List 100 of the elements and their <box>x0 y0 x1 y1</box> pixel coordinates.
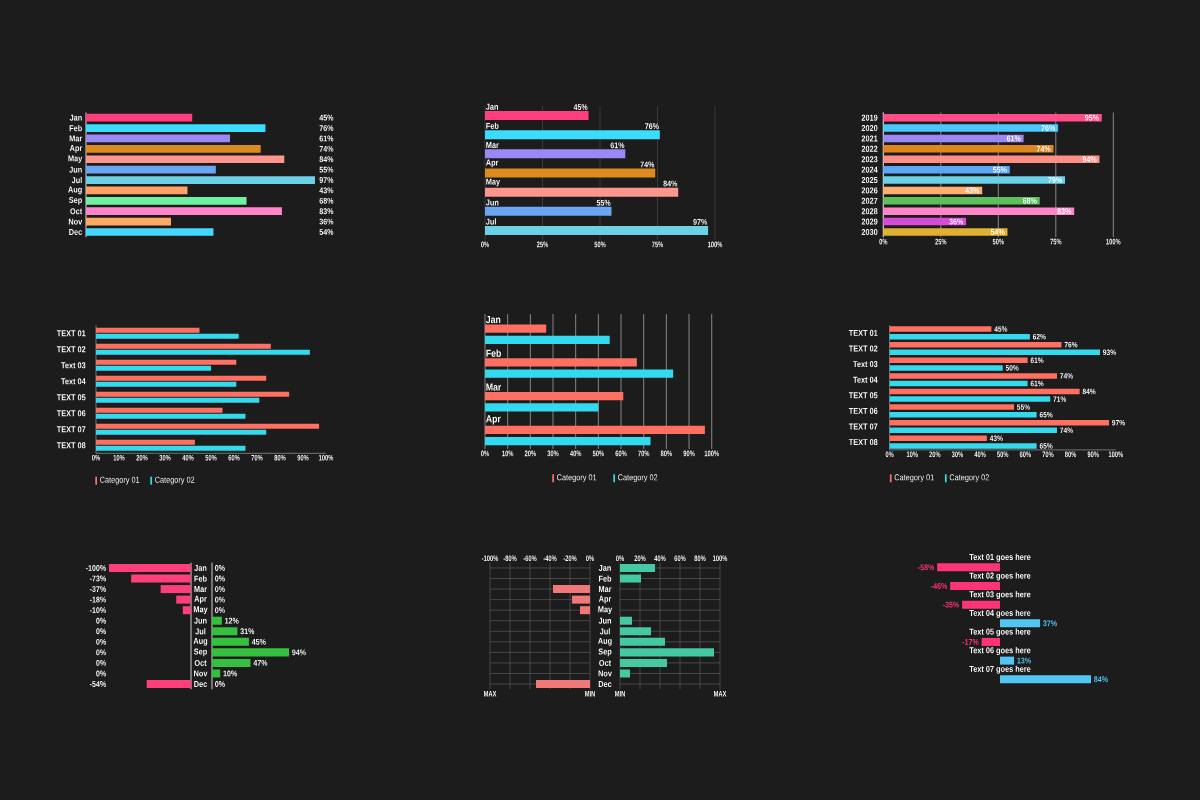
bar <box>889 411 1037 418</box>
bar <box>485 437 651 446</box>
bar <box>889 326 992 332</box>
data-label: 0% <box>215 565 225 571</box>
data-label: -35% <box>942 601 960 608</box>
x-tick-label: 75% <box>1050 238 1062 245</box>
bar <box>889 419 1110 426</box>
bar <box>212 648 290 657</box>
data-label: 84% <box>319 156 334 163</box>
bar <box>883 197 1040 205</box>
x-tick-label: 30% <box>547 450 559 457</box>
y-tick-label: TEXT 08 <box>56 442 86 449</box>
x-tick-label: 20% <box>524 450 536 457</box>
bar <box>86 196 247 205</box>
bar <box>883 145 1054 153</box>
x-tick-label: 100% <box>704 450 719 457</box>
x-tick-label: 100% <box>1106 238 1121 245</box>
text: MAX <box>483 690 497 697</box>
bar <box>889 435 987 442</box>
bar <box>620 648 714 657</box>
data-label: -17% <box>962 639 979 645</box>
bar <box>485 425 705 434</box>
y-tick-label: Text 06 goes here <box>969 647 1031 656</box>
bar <box>889 357 1028 364</box>
bar <box>485 369 674 378</box>
x-tick-label: -40% <box>543 555 557 562</box>
data-label: 43% <box>319 187 334 194</box>
bar <box>212 669 221 678</box>
y-tick-label: Text 03 <box>853 361 878 368</box>
x-tick-label: 80% <box>274 454 286 461</box>
bar <box>485 225 709 235</box>
x-tick-label: 0% <box>481 450 489 457</box>
data-label: 0% <box>215 607 225 614</box>
data-label: 37% <box>1043 620 1057 627</box>
y-tick-label: Mar <box>486 142 499 149</box>
bar <box>889 380 1028 387</box>
y-tick-label: Text 01 goes here <box>969 553 1031 562</box>
x-tick-label: 80% <box>660 450 672 457</box>
data-label: 45% <box>319 114 334 121</box>
y-tick-label: Jun <box>69 166 82 173</box>
data-label: 43% <box>965 187 980 194</box>
bar <box>96 413 246 419</box>
data-label: 76% <box>319 125 334 132</box>
bar <box>96 423 320 429</box>
data-label: 13% <box>1017 657 1031 664</box>
y-tick-label: Mar <box>194 586 207 593</box>
y-tick-label: Dec <box>194 681 208 687</box>
y-tick-label: Feb <box>69 124 82 132</box>
y-tick-label: Oct <box>599 659 612 666</box>
bar <box>96 333 239 339</box>
bar <box>86 176 315 184</box>
y-tick-label: Feb <box>486 349 501 357</box>
legend-label: Category 01 <box>894 474 934 483</box>
y-tick-label: TEXT 06 <box>56 410 86 417</box>
x-tick-label: 80% <box>1064 451 1077 458</box>
bar <box>485 187 679 197</box>
bar <box>883 176 1066 184</box>
x-tick-label: 10% <box>502 450 514 457</box>
legend-label: Category 01 <box>557 474 597 483</box>
y-tick-label: Sep <box>68 196 82 205</box>
y-tick-label: TEXT 02 <box>848 345 878 352</box>
bar <box>485 358 637 367</box>
bar <box>883 155 1100 164</box>
data-label: 0% <box>215 596 225 603</box>
bar <box>485 335 610 345</box>
y-tick-label: Text 04 <box>61 378 86 385</box>
bar <box>620 563 656 572</box>
x-tick-label: 0% <box>879 238 888 245</box>
y-tick-label: 2029 <box>861 218 878 225</box>
y-tick-label: TEXT 05 <box>848 392 878 399</box>
x-tick-label: -20% <box>563 555 577 562</box>
y-tick-label: Mar <box>598 586 612 593</box>
bar <box>96 327 200 333</box>
bar <box>620 627 651 636</box>
bar <box>620 658 668 667</box>
bar <box>889 427 1057 434</box>
bar <box>1000 675 1092 684</box>
data-label: 97% <box>319 177 334 183</box>
y-tick-label: Nov <box>194 670 208 677</box>
y-tick-label: TEXT 06 <box>848 407 878 414</box>
x-tick-label: 60% <box>228 454 240 461</box>
y-tick-label: Apr <box>486 415 501 425</box>
y-tick-label: Apr <box>194 595 207 604</box>
x-tick-label: 50% <box>992 238 1004 245</box>
bar <box>96 349 310 355</box>
data-label: 31% <box>240 628 255 635</box>
y-tick-label: May <box>193 606 208 614</box>
y-tick-label: Sep <box>193 648 207 657</box>
bar <box>86 145 261 153</box>
y-tick-label: Jan <box>69 114 82 121</box>
y-tick-label: Jan <box>485 103 498 110</box>
bar <box>889 365 1003 371</box>
bar <box>485 206 612 216</box>
legend-label: Category 01 <box>100 476 140 485</box>
bar <box>86 124 266 132</box>
data-label: -58% <box>918 564 935 571</box>
y-tick-label: 2022 <box>861 145 878 152</box>
y-tick-label: 2020 <box>861 125 878 132</box>
y-tick-label: Apr <box>598 595 612 604</box>
data-label: 97% <box>693 218 708 225</box>
